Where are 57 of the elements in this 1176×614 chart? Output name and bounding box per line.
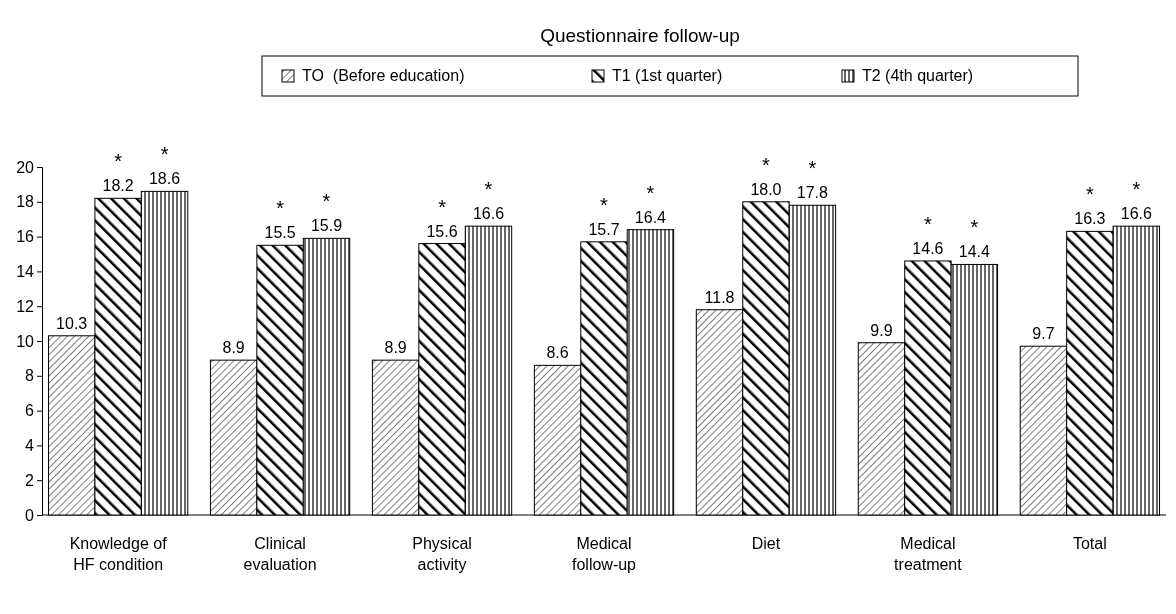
data-label: 10.3 bbox=[56, 314, 88, 332]
annotation: * bbox=[1085, 183, 1094, 206]
data-label: 17.8 bbox=[796, 184, 829, 202]
y-tick-label: 8 bbox=[25, 367, 35, 385]
y-tick-label: 18 bbox=[16, 193, 35, 211]
legend-label: T2 (4th quarter) bbox=[862, 67, 974, 84]
y-tick-label: 16 bbox=[16, 228, 35, 246]
legend-label: T1 (1st quarter) bbox=[612, 67, 723, 84]
data-label: 18.2 bbox=[102, 177, 134, 195]
x-tick-label: Knowledge of HF condition bbox=[69, 535, 168, 573]
annotation: * bbox=[762, 153, 771, 176]
data-label: 16.6 bbox=[472, 205, 505, 223]
data-label: 14.4 bbox=[958, 243, 991, 261]
y-tick-label: 10 bbox=[16, 332, 35, 350]
data-label: 16.3 bbox=[1074, 210, 1106, 228]
annotation: * bbox=[808, 157, 817, 180]
data-label: 15.9 bbox=[310, 217, 343, 235]
x-tick-label: Total bbox=[1072, 535, 1107, 552]
data-label: 9.7 bbox=[1032, 325, 1055, 343]
data-label: 15.7 bbox=[588, 220, 620, 238]
annotation: * bbox=[322, 190, 331, 213]
annotation: * bbox=[114, 150, 123, 173]
data-label: 16.4 bbox=[634, 208, 667, 226]
data-label: 15.6 bbox=[426, 222, 458, 240]
x-tick-label: Medical follow-up bbox=[571, 535, 637, 573]
data-label: 16.6 bbox=[1120, 205, 1152, 223]
annotation: * bbox=[970, 216, 979, 239]
data-label: 15.5 bbox=[264, 224, 296, 242]
annotation: * bbox=[438, 195, 447, 218]
data-label: 8.9 bbox=[384, 339, 407, 357]
y-tick-label: 20 bbox=[16, 158, 35, 176]
y-tick-label: 14 bbox=[16, 263, 35, 281]
y-tick-label: 0 bbox=[25, 506, 35, 524]
x-tick-label: Physical activity bbox=[412, 535, 472, 573]
legend-label: TO (Before education) bbox=[302, 67, 465, 84]
y-tick-label: 12 bbox=[16, 297, 35, 315]
x-tick-label: Clinical evaluation bbox=[243, 535, 317, 573]
data-label: 8.9 bbox=[222, 339, 245, 357]
text: * bbox=[160, 143, 169, 166]
x-tick-label: Medical treatment bbox=[894, 535, 963, 573]
annotation: * bbox=[924, 212, 933, 235]
annotation: * bbox=[276, 197, 285, 220]
y-tick-label: 4 bbox=[25, 437, 35, 455]
annotation: * bbox=[1132, 178, 1141, 201]
data-label: 11.8 bbox=[704, 288, 735, 306]
data-label: 8.6 bbox=[546, 344, 569, 362]
data-label: 18.6 bbox=[148, 170, 181, 188]
annotation: * bbox=[484, 178, 493, 201]
x-tick-label: Diet bbox=[751, 535, 781, 552]
annotation: * bbox=[600, 193, 609, 216]
data-label: 9.9 bbox=[870, 321, 893, 339]
y-tick-label: 6 bbox=[25, 402, 35, 420]
annotation: * bbox=[646, 181, 655, 204]
data-label: 14.6 bbox=[912, 239, 944, 257]
data-label: 18.0 bbox=[750, 180, 782, 198]
chart-title: Questionnaire follow-up bbox=[540, 25, 740, 46]
y-tick-label: 2 bbox=[25, 471, 35, 489]
